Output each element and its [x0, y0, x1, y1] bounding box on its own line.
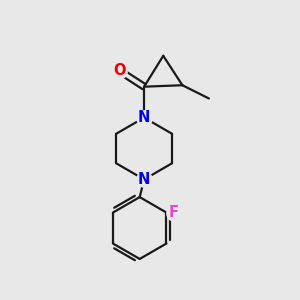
- Text: F: F: [169, 205, 179, 220]
- Text: N: N: [138, 172, 150, 187]
- Text: O: O: [113, 63, 125, 78]
- Text: N: N: [138, 110, 150, 125]
